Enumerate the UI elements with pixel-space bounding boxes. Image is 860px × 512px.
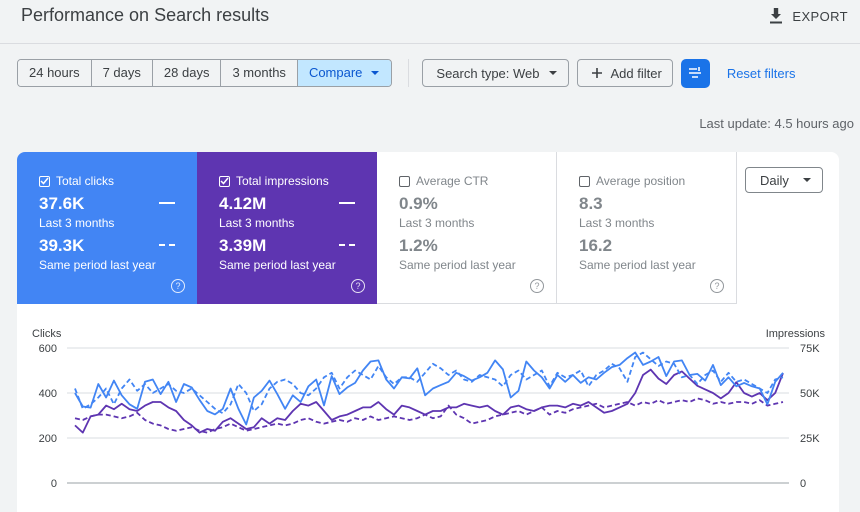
- metric-compare-value: 1.2%: [399, 236, 438, 255]
- filter-tune-icon: [689, 67, 702, 78]
- metric-period: Last 3 months: [399, 216, 475, 230]
- metric-compare-value: 16.2: [579, 236, 613, 255]
- granularity-dropdown[interactable]: Daily: [745, 167, 823, 193]
- metric-compare-value: 39.3K: [39, 236, 85, 255]
- export-label: EXPORT: [792, 8, 848, 24]
- performance-chart: Clicks Impressions 0 0 200 25K 400 50K 600 75K: [17, 304, 839, 512]
- metric-label: Total impressions: [236, 174, 329, 188]
- metric-card-average-ctr[interactable]: Average CTR 0.9% Last 3 months 1.2% Same…: [377, 152, 557, 304]
- plus-icon: [591, 68, 602, 78]
- metric-period: Last 3 months: [219, 216, 295, 230]
- page-header: Performance on Search results EXPORT: [0, 0, 860, 44]
- dashed-line-legend-icon: [339, 244, 355, 246]
- help-icon[interactable]: ?: [710, 279, 724, 293]
- metric-header: Average CTR: [399, 174, 488, 188]
- clicks-dashed-series-line: [74, 351, 784, 415]
- chart-left-tick-label: 600: [39, 343, 57, 355]
- metric-header: Total clicks: [39, 174, 114, 188]
- metric-compare-period: Same period last year: [579, 258, 696, 272]
- metric-label: Average position: [596, 174, 686, 188]
- metric-compare-value: 3.39M: [219, 236, 267, 255]
- impressions-dashed-series-line: [74, 397, 784, 434]
- toolbar-divider: [408, 59, 410, 87]
- checkbox-unchecked-icon[interactable]: [399, 175, 410, 187]
- performance-panel: Total clicks 37.6K Last 3 months 39.3K S…: [17, 152, 839, 512]
- metric-card-average-position[interactable]: Average position 8.3 Last 3 months 16.2 …: [557, 152, 737, 304]
- search-type-dropdown[interactable]: Search type: Web: [422, 59, 569, 87]
- chart-right-tick-label: 0: [800, 478, 806, 490]
- range-3-months-button[interactable]: 3 months: [221, 60, 298, 86]
- metric-compare-period: Same period last year: [219, 258, 336, 272]
- chart-left-tick-label: 0: [51, 478, 57, 490]
- metric-label: Total clicks: [56, 174, 115, 188]
- range-28-days-button[interactable]: 28 days: [152, 60, 222, 86]
- metric-card-total-impressions[interactable]: Total impressions 4.12M Last 3 months 3.…: [197, 152, 377, 304]
- add-filter-label: Add filter: [610, 65, 662, 81]
- granularity-label: Daily: [760, 172, 789, 188]
- chart-series: [74, 351, 784, 434]
- chart-left-axis-title: Clicks: [32, 328, 62, 340]
- metric-value: 8.3: [579, 194, 603, 213]
- date-range-selector: 24 hours 7 days 28 days 3 months Compare: [17, 59, 393, 87]
- chart-right-axis-title: Impressions: [766, 328, 826, 340]
- range-24-hours-button[interactable]: 24 hours: [18, 60, 92, 86]
- solid-line-legend-icon: [159, 202, 175, 204]
- metric-header: Total impressions: [219, 174, 329, 188]
- compare-label: Compare: [308, 65, 363, 80]
- metric-label: Average CTR: [416, 174, 489, 188]
- metric-card-total-clicks[interactable]: Total clicks 37.6K Last 3 months 39.3K S…: [17, 152, 197, 304]
- checkbox-checked-icon[interactable]: [39, 175, 50, 187]
- compare-button[interactable]: Compare: [297, 60, 392, 86]
- dashed-line-legend-icon: [159, 244, 175, 246]
- help-icon[interactable]: ?: [351, 279, 365, 293]
- chart-right-tick-label: 50K: [800, 388, 820, 400]
- performance-chart-svg: Clicks Impressions 0 0 200 25K 400 50K 600 75K: [32, 328, 826, 490]
- clicks-solid-series-line: [74, 351, 784, 426]
- toolbar: 24 hours 7 days 28 days 3 months Compare…: [17, 58, 796, 88]
- help-icon[interactable]: ?: [171, 279, 185, 293]
- metric-period: Last 3 months: [39, 216, 115, 230]
- last-update-text: Last update: 4.5 hours ago: [699, 116, 854, 131]
- solid-line-legend-icon: [339, 202, 355, 204]
- search-type-label: Search type: Web: [436, 65, 540, 81]
- caret-down-icon: [548, 71, 557, 75]
- page-title: Performance on Search results: [21, 5, 270, 25]
- metric-header: Average position: [579, 174, 685, 188]
- chart-left-tick-label: 400: [39, 388, 57, 400]
- caret-down-icon: [803, 178, 811, 182]
- range-7-days-button[interactable]: 7 days: [91, 60, 153, 86]
- add-filter-button[interactable]: Add filter: [576, 59, 673, 87]
- metric-value: 37.6K: [39, 194, 85, 213]
- metric-value: 4.12M: [219, 194, 267, 213]
- help-icon[interactable]: ?: [530, 279, 544, 293]
- chart-right-tick-label: 75K: [800, 343, 820, 355]
- filter-settings-button[interactable]: [680, 58, 710, 88]
- chart-left-tick-label: 200: [39, 433, 57, 445]
- metric-period: Last 3 months: [579, 216, 655, 230]
- checkbox-unchecked-icon[interactable]: [579, 175, 590, 187]
- export-button[interactable]: EXPORT: [768, 6, 848, 26]
- reset-filters-link[interactable]: Reset filters: [726, 65, 796, 81]
- download-icon: [770, 8, 783, 24]
- checkbox-checked-icon[interactable]: [219, 175, 230, 187]
- metric-value: 0.9%: [399, 194, 438, 213]
- impressions-solid-series-line: [74, 368, 784, 434]
- metric-compare-period: Same period last year: [39, 258, 156, 272]
- caret-down-icon: [371, 71, 380, 75]
- chart-right-tick-label: 25K: [800, 433, 820, 445]
- metric-compare-period: Same period last year: [399, 258, 516, 272]
- chart-grid: 0 0 200 25K 400 50K 600 75K: [39, 343, 821, 490]
